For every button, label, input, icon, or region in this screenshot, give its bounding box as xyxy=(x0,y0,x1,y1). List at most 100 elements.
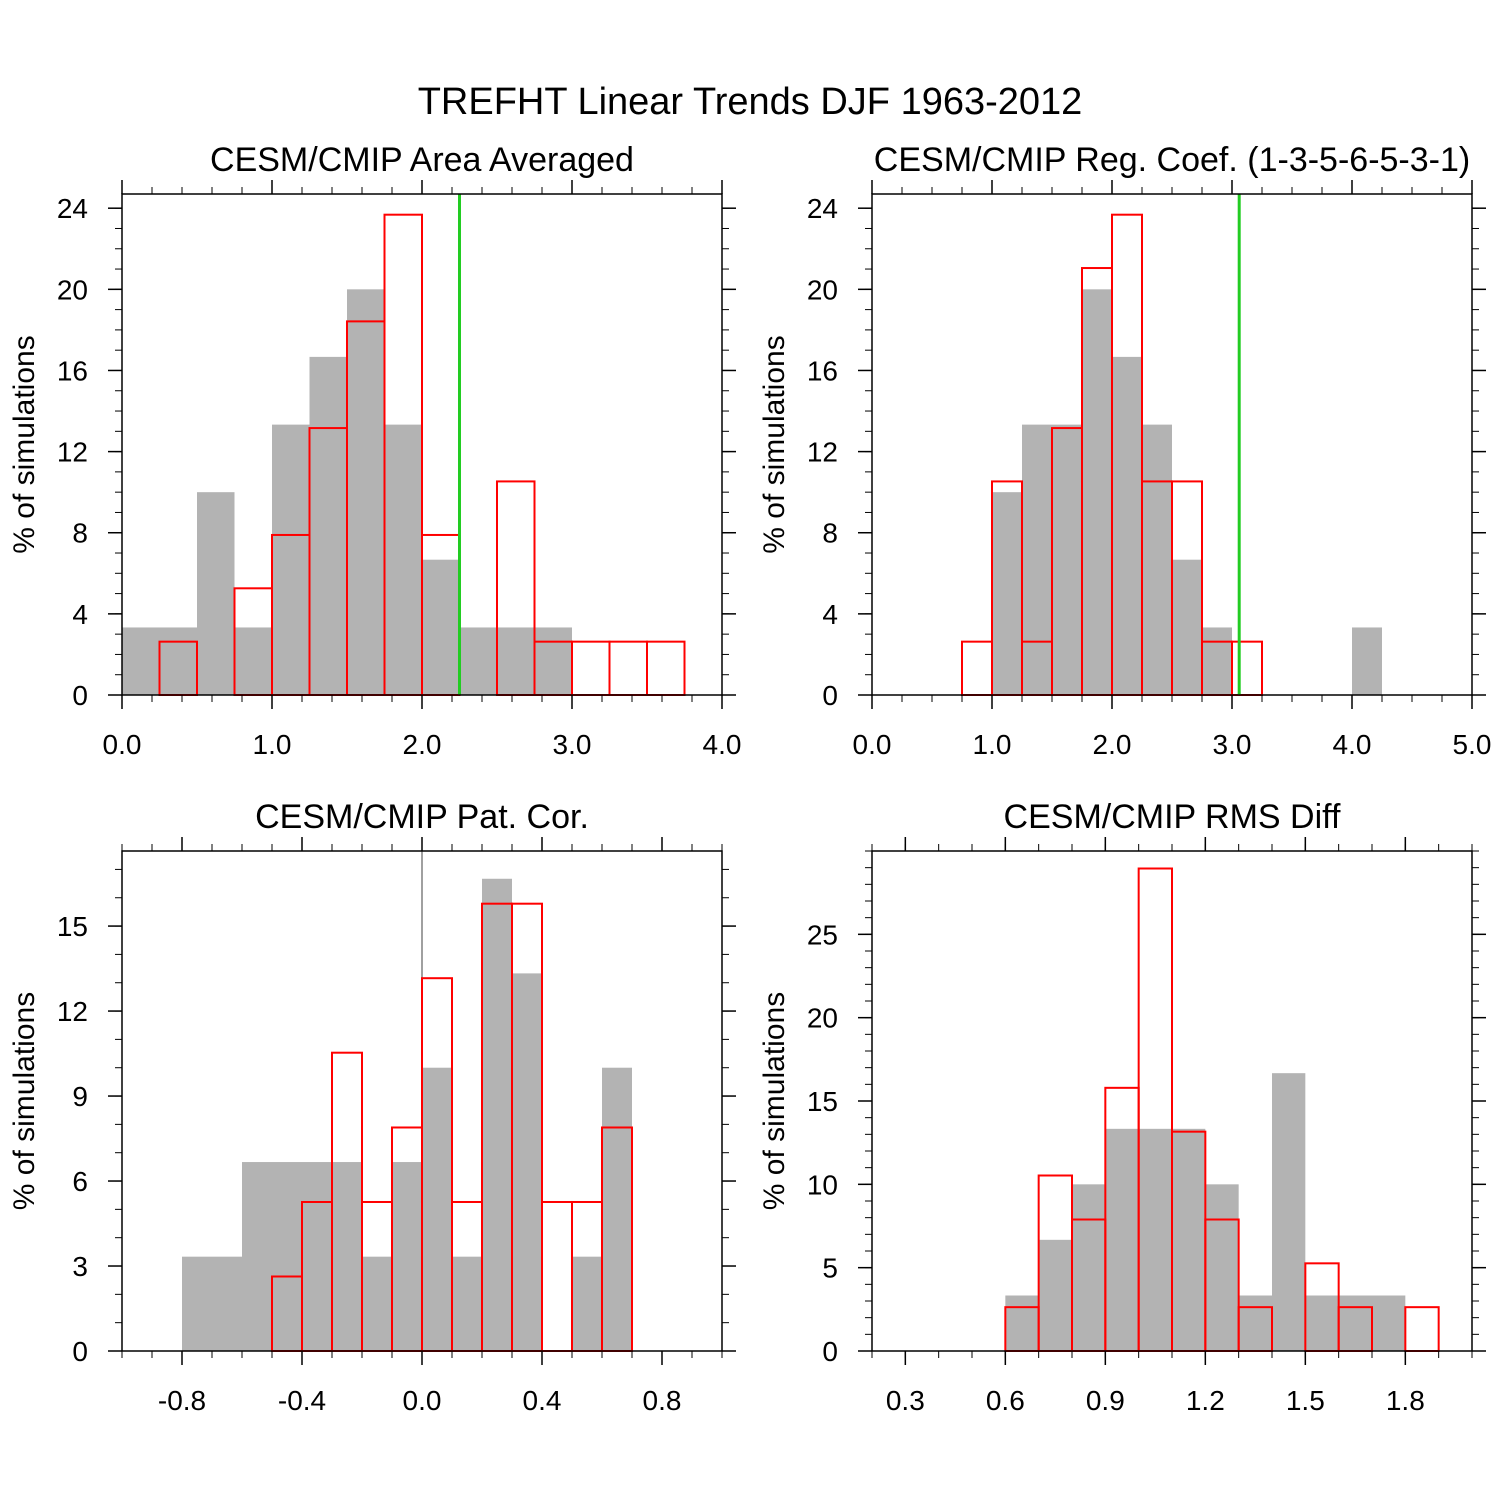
cesm-bar xyxy=(197,492,235,695)
cesm-bar xyxy=(1238,1295,1272,1351)
x-tick-label: 1.2 xyxy=(1186,1385,1225,1416)
y-tick-label: 12 xyxy=(57,996,88,1027)
cesm-bar xyxy=(332,1162,362,1351)
cesm-bar xyxy=(572,1256,602,1351)
y-axis-label: % of simulations xyxy=(8,992,41,1210)
y-tick-label: 12 xyxy=(57,437,88,468)
x-tick-label: 0.4 xyxy=(523,1385,562,1416)
y-tick-label: 0 xyxy=(822,1336,838,1367)
cesm-bar xyxy=(422,1067,452,1351)
y-tick-label: 3 xyxy=(72,1251,88,1282)
cesm-bar xyxy=(1142,424,1172,695)
cesm-bar xyxy=(302,1162,332,1351)
y-tick-label: 0 xyxy=(822,680,838,711)
panel-title: CESM/CMIP Reg. Coef. (1-3-5-6-5-3-1) xyxy=(874,141,1470,179)
cmip-bar xyxy=(541,1200,573,1352)
x-tick-label: 0.0 xyxy=(853,729,892,760)
y-tick-label: 24 xyxy=(807,193,838,224)
cesm-bar xyxy=(459,627,497,695)
y-tick-label: 15 xyxy=(57,911,88,942)
x-tick-label: 2.0 xyxy=(1093,729,1132,760)
y-tick-label: 8 xyxy=(822,518,838,549)
figure-title: TREFHT Linear Trends DJF 1963-2012 xyxy=(418,81,1083,123)
x-tick-label: -0.4 xyxy=(278,1385,326,1416)
cesm-bar xyxy=(392,1162,422,1351)
panel-title: CESM/CMIP RMS Diff xyxy=(1004,798,1341,836)
cesm-bar xyxy=(347,289,385,695)
y-tick-label: 5 xyxy=(822,1253,838,1284)
cesm-bar xyxy=(1052,424,1082,695)
y-tick-label: 16 xyxy=(807,355,838,386)
panel-2: CESM/CMIP Reg. Coef. (1-3-5-6-5-3-1) % of… xyxy=(758,141,1491,760)
x-tick-label: 0.0 xyxy=(103,729,142,760)
cesm-bar xyxy=(992,492,1022,695)
cesm-bar xyxy=(1202,627,1232,695)
panel-title: CESM/CMIP Pat. Cor. xyxy=(255,798,589,836)
cmip-bar xyxy=(1231,640,1263,697)
cesm-bar xyxy=(1022,424,1052,695)
x-tick-label: -0.8 xyxy=(158,1385,206,1416)
cesm-bar xyxy=(422,559,460,695)
cmip-bar xyxy=(608,640,648,697)
cesm-bar xyxy=(122,627,160,695)
panel-title: CESM/CMIP Area Averaged xyxy=(210,141,634,179)
y-tick-label: 15 xyxy=(807,1086,838,1117)
cesm-bar xyxy=(482,878,512,1351)
cesm-bar xyxy=(602,1067,632,1351)
cesm-bar xyxy=(272,1162,302,1351)
y-tick-label: 16 xyxy=(57,355,88,386)
panel-4: CESM/CMIP RMS Diff % of simulations 0.3 0.6… xyxy=(758,798,1486,1416)
y-tick-label: 25 xyxy=(807,919,838,950)
cesm-bar xyxy=(1105,1128,1139,1351)
x-tick-label: 1.0 xyxy=(253,729,292,760)
x-tick-label: 1.8 xyxy=(1386,1385,1425,1416)
cesm-bar xyxy=(272,424,310,695)
x-tick-label: 0.6 xyxy=(986,1385,1025,1416)
cesm-bar xyxy=(1205,1184,1239,1351)
y-tick-label: 20 xyxy=(807,1003,838,1034)
x-tick-label: 0.3 xyxy=(886,1385,925,1416)
cesm-bar xyxy=(497,627,535,695)
cesm-bar xyxy=(1082,289,1112,695)
x-tick-label: 0.8 xyxy=(643,1385,682,1416)
x-tick-label: 0.9 xyxy=(1086,1385,1125,1416)
cesm-bar xyxy=(242,1162,272,1351)
x-tick-label: 4.0 xyxy=(703,729,742,760)
cesm-bar xyxy=(1112,356,1142,695)
y-tick-label: 10 xyxy=(807,1169,838,1200)
x-tick-label: 0.0 xyxy=(403,1385,442,1416)
y-tick-label: 20 xyxy=(807,274,838,305)
cesm-bar xyxy=(362,1256,392,1351)
x-tick-label: 1.5 xyxy=(1286,1385,1325,1416)
cesm-bar xyxy=(1005,1295,1039,1351)
x-tick-label: 1.0 xyxy=(973,729,1012,760)
x-tick-label: 2.0 xyxy=(403,729,442,760)
y-tick-label: 4 xyxy=(72,599,88,630)
cesm-bar xyxy=(1038,1239,1072,1351)
cmip-bar xyxy=(571,640,611,697)
cmip-bar xyxy=(1404,1306,1440,1352)
y-tick-label: 12 xyxy=(807,437,838,468)
cesm-bar xyxy=(1138,1128,1172,1351)
y-tick-label: 9 xyxy=(72,1081,88,1112)
y-tick-label: 4 xyxy=(822,599,838,630)
cmip-bar xyxy=(961,640,993,697)
cesm-bar xyxy=(384,424,422,695)
cesm-bar xyxy=(1172,1128,1206,1351)
panel-1: CESM/CMIP Area Averaged % of simulations 0… xyxy=(8,141,741,760)
cesm-bar xyxy=(452,1256,482,1351)
y-tick-label: 0 xyxy=(72,1336,88,1367)
y-tick-label: 8 xyxy=(72,518,88,549)
y-axis-label: % of simulations xyxy=(758,992,791,1210)
y-axis-label: % of simulations xyxy=(758,335,791,553)
cesm-bar xyxy=(1172,559,1202,695)
x-tick-label: 5.0 xyxy=(1453,729,1492,760)
cesm-bar xyxy=(1352,627,1382,695)
y-axis-label: % of simulations xyxy=(8,335,41,553)
cesm-bar xyxy=(234,627,272,695)
cesm-bar xyxy=(159,627,197,695)
y-tick-label: 24 xyxy=(57,193,88,224)
cmip-bar xyxy=(646,640,686,697)
panel-3: CESM/CMIP Pat. Cor. % of simulations -0.8 -… xyxy=(8,798,736,1416)
